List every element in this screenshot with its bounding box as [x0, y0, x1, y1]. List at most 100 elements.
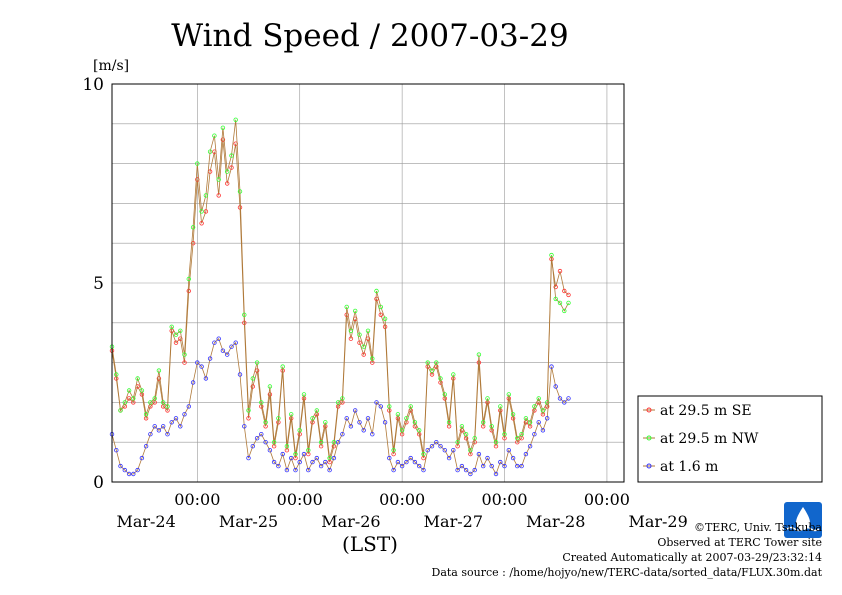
- data-point: [502, 436, 507, 441]
- data-point: [301, 392, 307, 397]
- legend-label: at 29.5 m SE: [660, 403, 752, 419]
- data-point: [122, 467, 127, 473]
- data-point: [348, 328, 354, 333]
- data-point: [408, 455, 413, 461]
- copyright-text: ©TERC, Univ. Tsukuba: [693, 521, 822, 534]
- data-point: [421, 455, 426, 461]
- data-point: [344, 304, 349, 310]
- data-point: [186, 404, 191, 409]
- x-tick-date-label: Mar-29: [628, 512, 687, 531]
- data-point: [126, 471, 132, 477]
- x-tick-date-label: Mar-24: [116, 512, 175, 531]
- data-point: [220, 125, 226, 130]
- series-line: [111, 119, 569, 459]
- data-point: [335, 400, 341, 405]
- data-point: [237, 372, 243, 377]
- data-point: [429, 444, 435, 449]
- data-point: [271, 444, 277, 449]
- data-point: [323, 459, 328, 465]
- data-point: [468, 448, 473, 453]
- data-point: [323, 420, 328, 425]
- y-ticks: 0 5 10: [82, 75, 104, 493]
- data-point: [310, 459, 315, 465]
- data-point: [446, 424, 452, 429]
- data-point: [237, 189, 243, 194]
- data-point: [195, 161, 200, 166]
- x-tick-time-label: 00:00: [379, 490, 425, 509]
- data-point: [545, 416, 550, 421]
- data-point: [139, 455, 145, 461]
- data-point: [126, 396, 132, 401]
- x-tick-date-label: Mar-27: [424, 512, 483, 531]
- x-tick-date-label: Mar-25: [219, 512, 278, 531]
- data-point: [207, 356, 213, 361]
- data-point: [284, 448, 290, 453]
- data-point: [160, 424, 166, 429]
- data-point: [267, 384, 273, 389]
- data-point: [114, 448, 119, 453]
- data-point: [173, 340, 179, 345]
- data-point: [289, 412, 294, 417]
- data-point: [498, 404, 503, 409]
- data-point: [489, 428, 494, 433]
- data-point: [527, 444, 533, 449]
- data-point: [404, 416, 409, 421]
- data-point: [553, 384, 558, 389]
- data-point: [353, 408, 358, 413]
- data-point: [186, 276, 191, 282]
- data-point: [357, 420, 362, 425]
- data-point: [412, 420, 418, 425]
- data-point: [195, 360, 200, 365]
- data-point: [118, 408, 123, 413]
- data-point: [267, 448, 273, 453]
- data-point: [131, 400, 136, 405]
- data-point: [421, 451, 426, 457]
- data-point: [429, 368, 435, 373]
- chart-title: Wind Speed / 2007-03-29: [171, 18, 568, 54]
- data-point: [327, 459, 332, 465]
- data-point: [506, 448, 511, 453]
- data-point: [493, 440, 499, 445]
- data-point: [455, 440, 460, 445]
- y-tick-label: 10: [82, 75, 104, 95]
- data-point: [229, 153, 234, 158]
- series-3: [109, 336, 571, 477]
- data-point: [549, 364, 554, 369]
- data-point: [314, 455, 319, 461]
- data-point: [446, 455, 452, 461]
- data-point: [340, 432, 345, 437]
- data-point: [306, 467, 311, 473]
- data-point: [527, 424, 533, 429]
- data-point: [399, 428, 405, 433]
- series-2: [109, 117, 571, 461]
- data-point: [399, 463, 405, 469]
- data-point: [259, 432, 264, 437]
- data-point: [481, 463, 486, 469]
- data-point: [519, 463, 524, 469]
- data-point: [519, 432, 524, 437]
- legend-label: at 1.6 m: [660, 459, 718, 475]
- data-point: [216, 336, 221, 341]
- data-point: [540, 428, 546, 433]
- legend-marker: [646, 435, 652, 441]
- data-point: [267, 392, 273, 397]
- data-point: [293, 451, 298, 457]
- data-point: [476, 451, 482, 457]
- data-point: [314, 408, 319, 413]
- data-point: [391, 448, 396, 453]
- data-point: [353, 308, 358, 314]
- data-point: [340, 396, 345, 401]
- data-point: [566, 396, 571, 401]
- data-point: [160, 404, 166, 409]
- data-point: [557, 396, 563, 401]
- data-point: [165, 432, 170, 437]
- data-point: [148, 432, 153, 437]
- data-point: [562, 288, 567, 294]
- data-point: [203, 193, 209, 198]
- data-point: [263, 424, 268, 429]
- data-point: [182, 360, 187, 365]
- data-point: [254, 436, 260, 441]
- data-point: [463, 436, 469, 441]
- data-point: [289, 455, 294, 461]
- data-point: [348, 424, 354, 429]
